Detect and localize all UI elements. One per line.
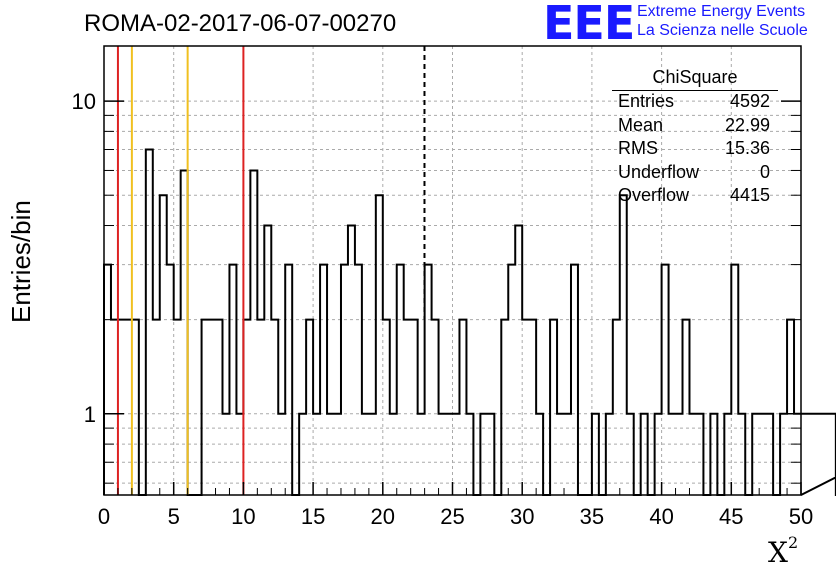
x-axis-label: X2 — [768, 532, 799, 569]
y-tick-label: 10 — [72, 89, 96, 114]
x-tick-label: 20 — [371, 504, 395, 529]
x-tick-label: 45 — [719, 504, 743, 529]
y-axis-ticks: 1 10 — [72, 89, 801, 484]
histogram-bars — [103, 148, 836, 496]
x-axis-label-text: X — [768, 536, 788, 569]
stats-key: RMS — [618, 138, 658, 158]
eee-logo-mark: EEE — [543, 0, 635, 50]
marker-lines — [116, 46, 426, 495]
stats-value: 0 — [759, 161, 770, 182]
y-axis-label: Entries/bin — [6, 200, 36, 323]
stats-divider — [612, 90, 778, 91]
stats-value: 4592 — [729, 91, 770, 111]
x-tick-label: 30 — [510, 504, 534, 529]
x-tick-label: 35 — [580, 504, 604, 529]
stats-row-overflow: Overflow 4415 — [612, 184, 778, 208]
stats-row-rms: RMS 15.36 — [612, 137, 778, 161]
x-tick-label: 15 — [301, 504, 325, 529]
stats-row-mean: Mean 22.99 — [612, 114, 778, 138]
x-tick-label: 10 — [231, 504, 255, 529]
stats-key: Underflow — [618, 161, 700, 182]
stats-title: ChiSquare — [652, 67, 738, 87]
y-tick-label: 1 — [84, 402, 96, 427]
stats-box: ChiSquare Entries 4592 Mean 22.99 RMS 15… — [612, 64, 778, 208]
logo-tagline-2: La Scienza nelle Scuole — [637, 22, 808, 39]
stats-key: Entries — [618, 91, 675, 111]
x-tick-label: 5 — [168, 504, 180, 529]
plot-title: ROMA-02-2017-06-07-00270 — [84, 10, 397, 37]
x-tick-label: 40 — [649, 504, 673, 529]
x-axis-ticks: 0 5 10 15 20 25 30 35 40 45 50 — [98, 482, 813, 529]
x-tick-label: 25 — [440, 504, 464, 529]
x-tick-label: 0 — [98, 504, 110, 529]
stats-key: Overflow — [618, 185, 690, 205]
stats-value: 4415 — [729, 185, 770, 205]
stats-row-underflow: Underflow 0 — [612, 161, 778, 185]
stats-key: Mean — [618, 114, 664, 135]
eee-logo: EEE Extreme Energy Events La Scienza nel… — [543, 0, 836, 48]
logo-tagline-1: Extreme Energy Events — [637, 3, 806, 20]
histogram-outline — [103, 148, 836, 496]
x-axis-label-sup: 2 — [787, 532, 799, 552]
stats-value: 15.36 — [724, 138, 770, 158]
x-tick-label: 50 — [789, 504, 813, 529]
stats-value: 22.99 — [724, 114, 770, 135]
stats-row-entries: Entries 4592 — [612, 90, 778, 114]
